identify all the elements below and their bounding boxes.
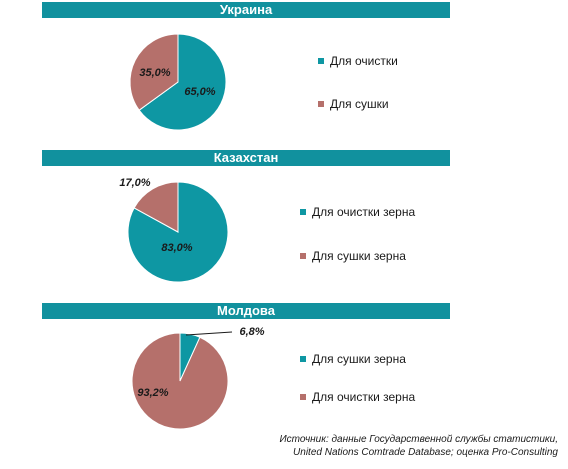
legend-swatch xyxy=(300,253,306,259)
legend-label: Для сушки xyxy=(330,97,389,111)
legend-item: Для сушки зерна xyxy=(300,249,406,263)
legend-swatch xyxy=(300,394,306,400)
chart-title-moldova: Молдова xyxy=(42,303,450,319)
data-label: 83,0% xyxy=(161,242,192,254)
data-label: 65,0% xyxy=(184,86,215,98)
legend-label: Для сушки зерна xyxy=(312,249,406,263)
legend-item: Для сушки xyxy=(318,97,389,111)
legend-label: Для очистки зерна xyxy=(312,390,416,404)
pie-slice xyxy=(133,181,179,233)
pie-slice xyxy=(138,33,227,131)
chart-title-ukraine: Украина xyxy=(42,2,450,18)
pie-chart-ukraine: 65,0% 35,0% xyxy=(129,33,227,131)
legend-item: Для очистки xyxy=(318,54,398,68)
legend-label: Для очистки xyxy=(330,54,398,68)
source-note: Источник: данные Государственной службы … xyxy=(280,433,558,459)
legend-item: Для очистки зерна xyxy=(300,390,415,404)
data-label: 35,0% xyxy=(139,67,170,79)
legend-label: Для сушки зерна xyxy=(312,352,406,366)
pie-slice xyxy=(131,332,229,430)
source-line: United Nations Comtrade Database; оценка… xyxy=(293,447,558,458)
data-label: 6,8% xyxy=(239,326,264,338)
data-label: 17,0% xyxy=(119,177,150,189)
legend-swatch xyxy=(300,356,306,362)
pie-chart-kazakhstan: 83,0% 17,0% xyxy=(119,177,229,283)
source-line: Источник: данные Государственной службы … xyxy=(279,434,558,445)
legend-item: Для очистки зерна xyxy=(300,205,415,219)
leader-line xyxy=(185,331,233,336)
legend-item: Для сушки зерна xyxy=(300,352,406,366)
data-label: 93,2% xyxy=(137,387,168,399)
legend-swatch xyxy=(318,101,324,107)
chart-title-kazakhstan: Казахстан xyxy=(42,150,450,166)
pie-slice xyxy=(129,33,179,111)
legend-swatch xyxy=(318,58,324,64)
legend-label: Для очистки зерна xyxy=(312,205,416,219)
pie-chart-moldova: 6,8% 93,2% xyxy=(131,326,265,430)
legend-swatch xyxy=(300,209,306,215)
